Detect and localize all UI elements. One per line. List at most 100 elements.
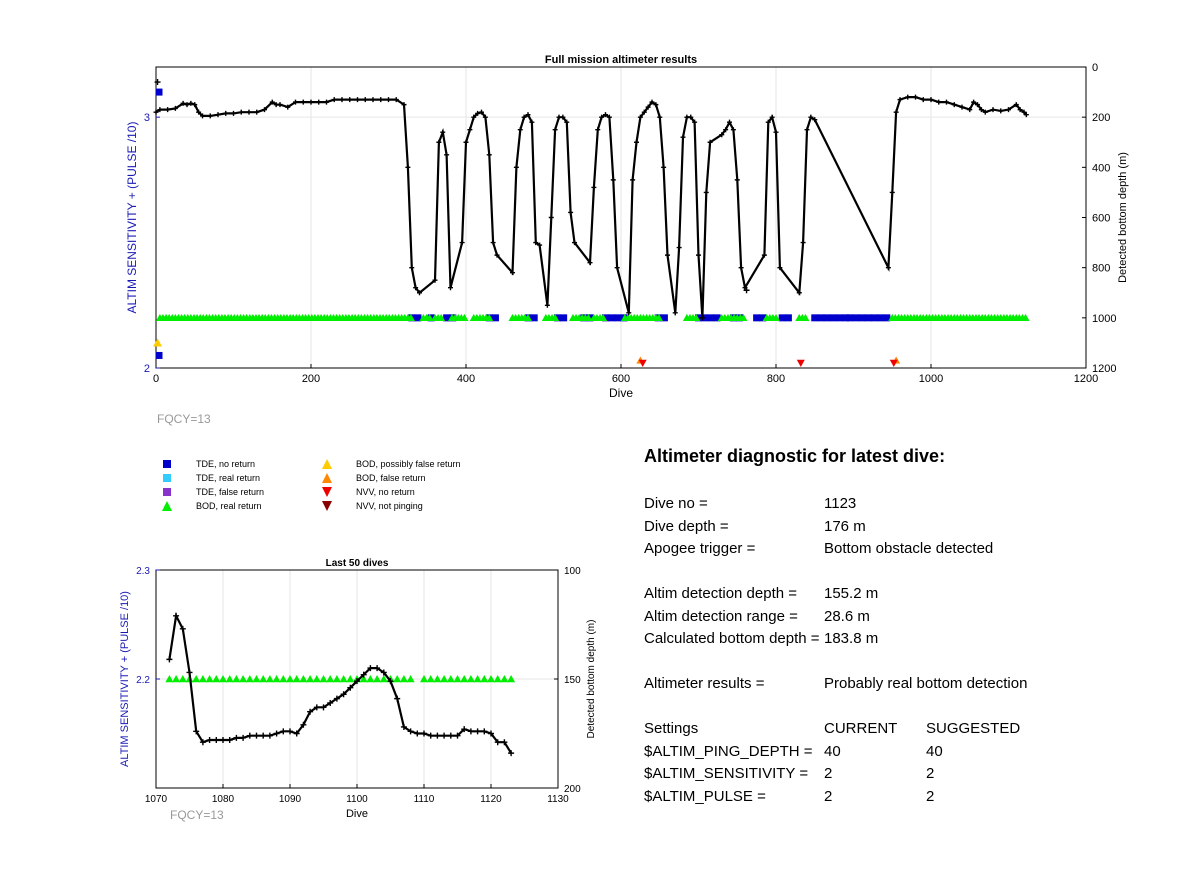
darkred-triangle-down-icon	[322, 501, 332, 511]
bod-real-return-marker	[524, 313, 532, 322]
y-right-tick-label: 150	[564, 675, 581, 686]
legend-item-tde-false-return: TDE, false return	[160, 486, 264, 498]
depth-point	[885, 265, 891, 271]
tde-no-return-marker	[852, 314, 860, 322]
depth-point	[688, 114, 694, 120]
depth-point	[920, 97, 926, 103]
dive-depth-value: 176 m	[824, 517, 866, 535]
legend-label: BOD, real return	[196, 501, 262, 511]
purple-square-icon	[163, 488, 171, 496]
blue-square-icon	[163, 460, 171, 468]
depth-point	[734, 177, 740, 183]
legend-item-bod-possibly-false: BOD, possibly false return	[320, 458, 461, 470]
fqcy-label-bottom: FQCY=13	[170, 808, 224, 822]
depth-point	[727, 119, 732, 125]
bod-real-return-marker	[219, 675, 227, 683]
tde-no-return-marker	[817, 314, 825, 322]
x-tick-label: 400	[457, 373, 475, 385]
tde-no-return-marker	[842, 314, 850, 322]
y-right-tick-label: 600	[1092, 213, 1110, 225]
legend-item-bod-false-return: BOD, false return	[320, 472, 426, 484]
legend-item-tde-no-return: TDE, no return	[160, 458, 255, 470]
bod-real-return-marker	[279, 675, 288, 683]
y-right-tick-label: 200	[1092, 112, 1110, 124]
depth-point	[510, 270, 515, 276]
tde-no-return-marker	[491, 314, 499, 322]
depth-point	[812, 117, 818, 123]
y-left-axis-label: ALTIM SENSITIVITY + (PULSE /10)	[119, 591, 131, 767]
depth-point	[967, 107, 973, 113]
x-tick-label: 1080	[212, 794, 235, 805]
depth-point	[347, 684, 354, 691]
bod-real-return-marker	[205, 675, 214, 683]
depth-point	[370, 97, 376, 103]
depth-point	[614, 265, 620, 271]
legend-item-nvv-no-return: NVV, no return	[320, 486, 415, 498]
bod-real-return-marker	[393, 675, 402, 683]
depth-point	[184, 102, 190, 108]
depth-point	[331, 97, 337, 103]
apogee-label: Apogee trigger =	[644, 540, 756, 557]
diagnostic-title: Altimeter diagnostic for latest dive:	[644, 446, 946, 466]
y-left-axis-label: ALTIM SENSITIVITY + (PULSE /10)	[125, 122, 139, 314]
depth-point	[233, 734, 240, 741]
calculated-depth-value: 183.8 m	[824, 630, 879, 647]
depth-point	[440, 129, 446, 135]
tde-no-return-marker	[883, 314, 891, 322]
depth-point	[180, 100, 186, 106]
setting-suggested: 2	[926, 787, 935, 805]
depth-point	[414, 730, 421, 737]
depth-point	[765, 119, 771, 125]
depth-point	[494, 252, 500, 258]
tde-no-return-marker	[602, 314, 609, 322]
depth-point	[157, 107, 163, 113]
setting-name: $ALTIM_PING_DEPTH =	[644, 742, 813, 760]
depth-point	[730, 127, 736, 133]
depth-point	[1023, 112, 1029, 118]
depth-point	[300, 721, 307, 728]
x-tick-label: 1100	[346, 794, 368, 805]
depth-point	[380, 669, 387, 676]
bod-real-return-marker	[500, 675, 509, 683]
depth-point	[447, 732, 454, 739]
depth-point	[486, 152, 492, 158]
setting-current: 40	[824, 742, 841, 760]
depth-point	[699, 315, 705, 321]
green-triangle-up-icon	[162, 501, 172, 511]
depth-point	[313, 704, 320, 711]
depth-point	[186, 669, 193, 676]
tde-no-return-marker	[608, 314, 616, 322]
y-right-tick-label: 1000	[1092, 313, 1116, 325]
depth-point	[320, 704, 327, 711]
depth-point	[405, 164, 411, 170]
depth-point	[482, 114, 488, 120]
depth-point	[287, 728, 293, 735]
y-right-tick-label: 200	[564, 784, 581, 795]
depth-point	[603, 112, 608, 118]
depth-point	[407, 728, 414, 735]
tde-no-return-marker	[759, 314, 767, 322]
tde-no-return-marker	[753, 314, 761, 322]
depth-point	[269, 99, 275, 105]
bod-real-return-marker	[292, 675, 301, 683]
depth-point	[179, 625, 186, 632]
depth-point	[723, 127, 729, 133]
y-right-tick-label: 100	[564, 566, 581, 577]
depth-point	[761, 252, 767, 258]
depth-point	[653, 102, 659, 108]
tde-no-return-marker	[778, 314, 786, 322]
bod-real-return-marker	[252, 675, 261, 683]
nvv-no-return-marker	[889, 359, 898, 367]
depth-point	[634, 139, 639, 145]
depth-point	[246, 732, 253, 739]
depth-point	[568, 209, 574, 215]
depth-point	[172, 105, 178, 111]
bod-real-return-marker	[453, 675, 462, 683]
chart-title: Last 50 dives	[326, 558, 389, 569]
calculated-depth-label: Calculated bottom depth =	[644, 630, 820, 647]
depth-point	[206, 737, 213, 744]
depth-point	[367, 665, 374, 672]
tde-no-return-marker	[870, 314, 878, 322]
marker-legend: TDE, no return TDE, real return TDE, fal…	[160, 458, 520, 518]
depth-point	[427, 732, 434, 739]
